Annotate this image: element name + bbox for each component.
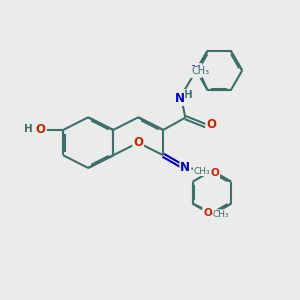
Text: O: O: [210, 168, 219, 178]
Text: N: N: [180, 161, 190, 175]
Text: O: O: [206, 118, 216, 131]
Text: CH₃: CH₃: [193, 167, 210, 176]
Text: H: H: [184, 90, 193, 100]
Text: N: N: [174, 92, 184, 105]
Text: O: O: [203, 208, 212, 218]
Text: O: O: [133, 136, 143, 149]
Text: CH₃: CH₃: [213, 209, 230, 218]
Text: O: O: [35, 124, 46, 136]
Text: CH₃: CH₃: [191, 66, 209, 76]
Text: H: H: [24, 124, 33, 134]
Text: N: N: [191, 64, 201, 77]
